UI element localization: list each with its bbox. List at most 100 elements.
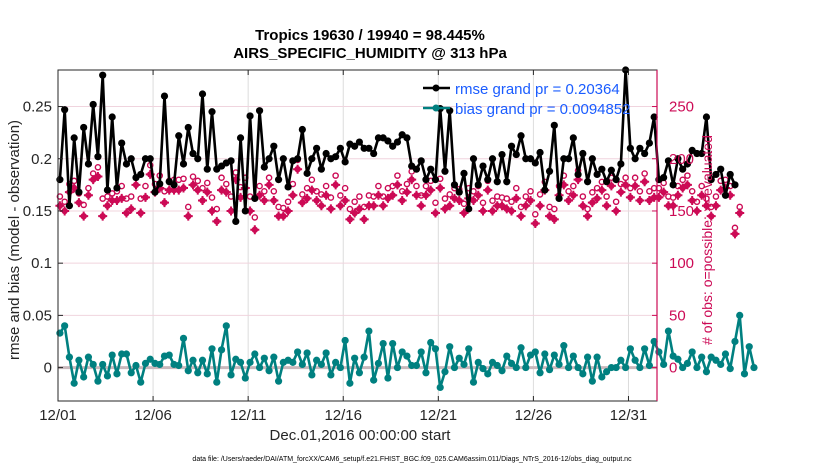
rmse-marker xyxy=(156,180,164,188)
obs-possible-marker xyxy=(698,182,705,190)
x-tick-label: 12/21 xyxy=(420,407,458,424)
obs-evaluated-marker xyxy=(283,206,293,216)
rmse-marker xyxy=(660,173,668,182)
bias-marker xyxy=(84,353,93,361)
rmse-marker xyxy=(103,186,112,194)
obs-possible-marker xyxy=(646,187,653,195)
obs-evaluated-marker xyxy=(545,211,555,221)
obs-evaluated-cross xyxy=(221,187,231,197)
rmse-marker xyxy=(574,170,582,179)
obs-evaluated-cross xyxy=(692,206,702,216)
obs-possible-marker xyxy=(375,182,382,190)
obs-evaluated-marker xyxy=(597,185,607,195)
rmse-marker xyxy=(279,155,287,163)
rmse-marker xyxy=(317,165,325,173)
obs-evaluated-marker xyxy=(511,193,521,203)
obs-possible-marker xyxy=(589,189,596,196)
bias-marker xyxy=(736,311,744,319)
bias-marker xyxy=(255,363,264,372)
obs-evaluated-cross xyxy=(212,216,222,226)
rmse-marker xyxy=(493,178,501,186)
bias-marker xyxy=(61,322,69,330)
obs-possible-marker xyxy=(551,205,558,213)
rmse-marker xyxy=(412,165,421,173)
rmse-marker xyxy=(99,71,107,79)
bias-marker xyxy=(702,368,711,376)
obs-evaluated-marker xyxy=(430,208,440,218)
obs-evaluated-cross xyxy=(530,218,540,228)
bias-marker xyxy=(355,369,364,377)
bias-marker xyxy=(479,365,487,373)
bias-line xyxy=(58,314,756,389)
obs-evaluated-cross xyxy=(259,196,269,206)
rmse-marker xyxy=(431,176,440,184)
bias-marker xyxy=(712,356,720,364)
bias-marker xyxy=(745,343,753,351)
obs-evaluated-cross xyxy=(473,190,483,200)
obs-possible-marker xyxy=(570,182,577,190)
y2-axis-label: # of obs: o=possible; ×=evaluated xyxy=(699,135,715,345)
bias-marker xyxy=(598,373,606,381)
rmse-marker xyxy=(108,113,116,121)
obs-possible-marker xyxy=(565,187,572,195)
obs-evaluated-cross xyxy=(83,190,93,200)
rmse-marker xyxy=(555,194,563,203)
obs-possible-marker xyxy=(584,205,591,213)
obs-evaluated-marker xyxy=(697,190,707,200)
obs-evaluated-marker xyxy=(221,187,231,197)
obs-evaluated-cross xyxy=(682,180,692,190)
obs-evaluated-cross xyxy=(74,198,84,208)
bias-marker xyxy=(94,377,102,385)
obs-evaluated-cross xyxy=(136,208,146,218)
rmse-marker xyxy=(351,142,359,150)
obs-evaluated-marker xyxy=(307,185,317,195)
legend-rmse-label: rmse grand pr = 0.20364 xyxy=(455,81,620,98)
rmse-marker xyxy=(626,144,634,152)
obs-evaluated-marker xyxy=(668,201,678,211)
obs-possible-marker xyxy=(337,192,344,199)
bias-marker xyxy=(165,351,173,359)
obs-possible-marker xyxy=(413,182,420,190)
obs-possible-marker xyxy=(184,203,192,211)
obs-evaluated-cross xyxy=(578,201,588,211)
bias-marker xyxy=(688,348,696,356)
obs-evaluated-cross xyxy=(507,206,517,216)
obs-possible-marker xyxy=(322,182,330,190)
obs-possible-marker xyxy=(251,214,259,221)
rmse-series xyxy=(56,66,739,226)
obs-evaluated-cross xyxy=(706,211,716,221)
bias-marker xyxy=(175,361,183,370)
obs-possible-marker xyxy=(180,175,187,183)
obs-evaluated-cross xyxy=(697,190,707,200)
obs-evaluated-marker xyxy=(207,206,217,216)
rmse-marker xyxy=(507,142,516,150)
rmse-marker xyxy=(721,191,730,199)
obs-possible-marker xyxy=(479,199,487,207)
y-tick-label: 0.1 xyxy=(31,255,52,272)
rmse-marker xyxy=(336,144,344,152)
obs-evaluated-marker xyxy=(159,198,169,208)
obs-evaluated-marker xyxy=(735,208,745,218)
bias-marker xyxy=(460,360,468,369)
obs-evaluated-cross xyxy=(350,208,360,218)
bias-marker xyxy=(474,358,482,366)
bias-marker xyxy=(579,370,587,378)
bias-marker xyxy=(374,359,383,368)
obs-evaluated-cross xyxy=(378,201,388,211)
legend: rmse grand pr = 0.20364 bias grand pr = … xyxy=(423,81,631,118)
bias-marker xyxy=(536,369,544,377)
obs-evaluated-marker xyxy=(140,192,150,202)
rmse-marker xyxy=(194,155,202,163)
obs-evaluated-cross xyxy=(545,211,555,221)
rmse-marker xyxy=(251,194,259,203)
rmse-marker xyxy=(579,149,587,158)
obs-evaluated-marker xyxy=(402,187,412,197)
obs-evaluated-cross xyxy=(369,201,379,211)
rmse-marker xyxy=(536,148,544,157)
obs-evaluated-marker xyxy=(621,180,631,190)
obs-evaluated-cross xyxy=(79,211,89,221)
rmse-marker xyxy=(113,184,121,192)
obs-evaluated-cross xyxy=(407,175,417,185)
rmse-marker xyxy=(726,170,734,179)
obs-evaluated-cross xyxy=(126,204,136,214)
